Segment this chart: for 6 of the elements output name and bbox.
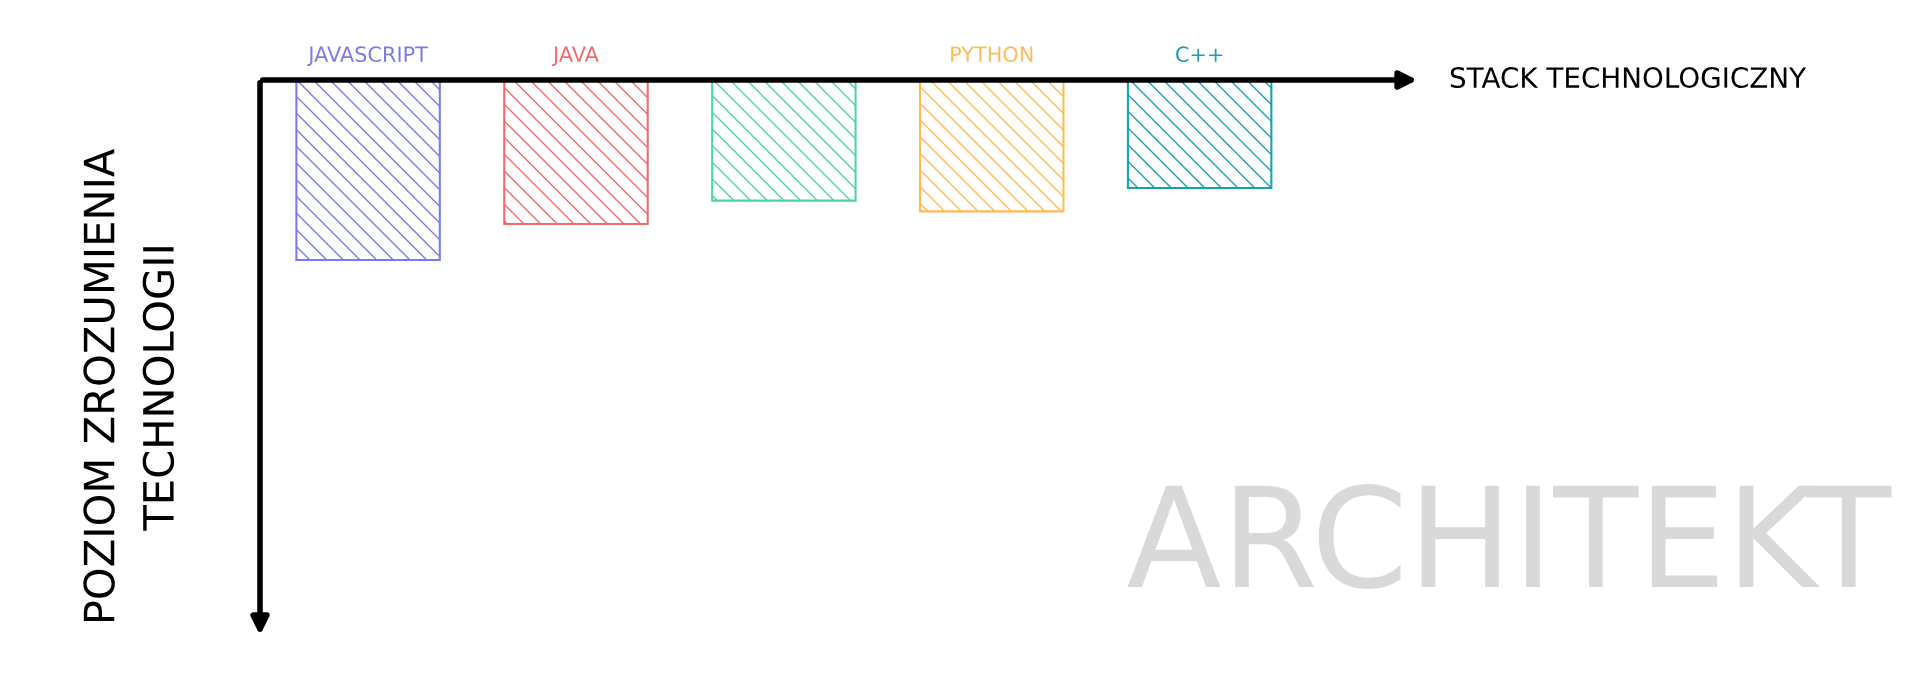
x-tick-label: C++ — [1176, 46, 1223, 63]
text: STACK TECHNOLOGICZNY — [1450, 67, 1807, 89]
y-axis-title: POZIOM ZROZUMIENIA TECHNOLOGII — [83, 148, 175, 622]
x-tick-label: PYTHON — [951, 46, 1033, 63]
x-tick-label: JAVASCRIPT — [307, 46, 428, 66]
x-tick-label: JAVA — [551, 46, 599, 66]
